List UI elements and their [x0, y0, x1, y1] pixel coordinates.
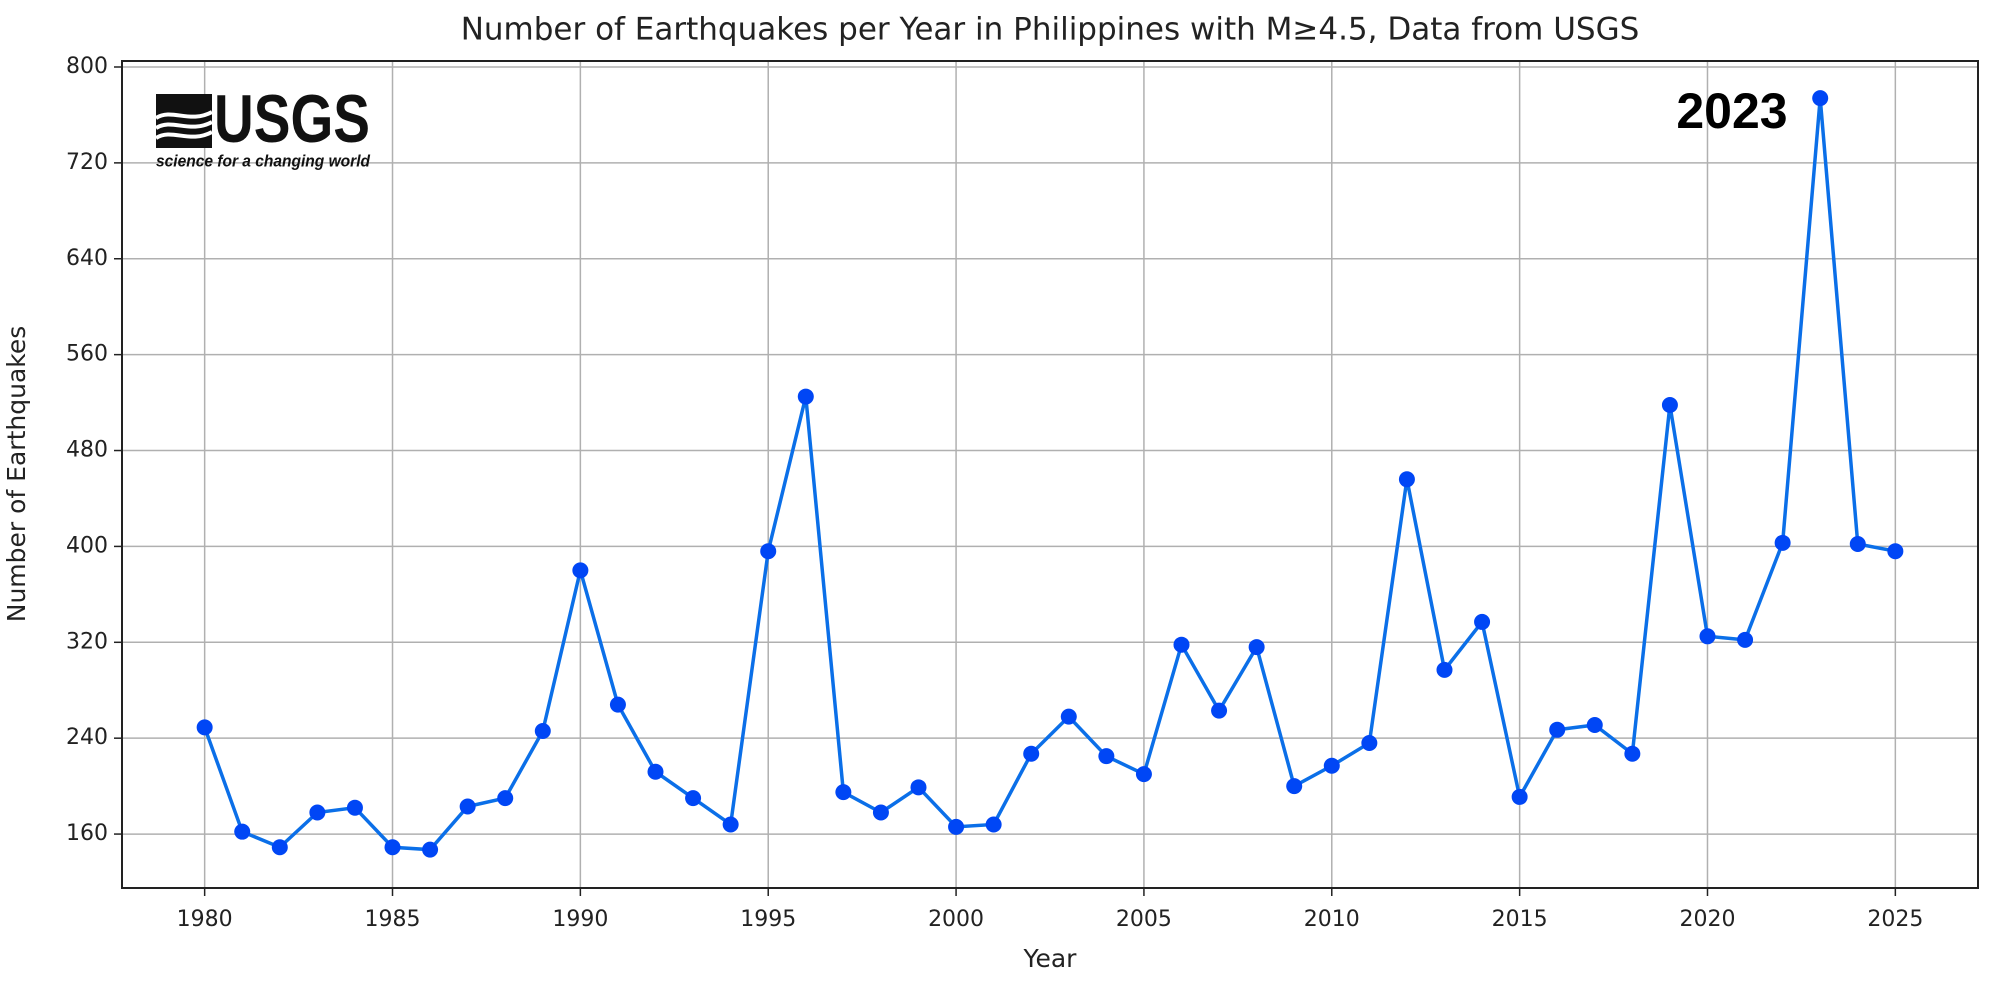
data-point: [459, 798, 476, 815]
data-point: [1699, 628, 1716, 645]
annotation: 2023: [1676, 83, 1787, 139]
x-tick-label: 2000: [928, 907, 984, 932]
x-tick-label: 2010: [1304, 907, 1360, 932]
data-point: [1436, 661, 1453, 678]
logo-waves: [154, 110, 213, 140]
logo: USGS science for a changing world: [154, 81, 371, 170]
data-point: [1211, 702, 1228, 719]
data-point: [910, 779, 927, 796]
data-point: [1361, 734, 1378, 751]
data-point: [1511, 788, 1528, 805]
data-point: [1098, 748, 1115, 765]
data-point: [872, 804, 889, 821]
data-point: [1173, 636, 1190, 653]
data-point: [271, 839, 288, 856]
y-tick-label: 400: [66, 533, 108, 558]
x-tick-label: 2015: [1492, 907, 1548, 932]
data-point: [1248, 639, 1265, 656]
data-point: [609, 696, 626, 713]
x-tick-label: 1990: [552, 907, 608, 932]
data-point: [722, 816, 739, 833]
chart-title: Number of Earthquakes per Year in Philip…: [461, 12, 1640, 48]
data-point: [497, 790, 514, 807]
logo-text: USGS: [214, 81, 370, 157]
y-tick-label: 560: [66, 342, 108, 367]
x-tick-label: 1980: [177, 907, 233, 932]
data-point: [384, 839, 401, 856]
data-point: [985, 816, 1002, 833]
y-tick-label: 480: [66, 438, 108, 463]
data-point: [1549, 721, 1566, 738]
data-point: [422, 841, 439, 858]
logo-tagline: science for a changing world: [156, 151, 371, 170]
y-tick-label: 800: [66, 54, 108, 79]
x-tick-label: 2020: [1679, 907, 1735, 932]
data-point: [1398, 471, 1415, 488]
data-point: [534, 722, 551, 739]
data-point: [1323, 757, 1340, 774]
y-tick-label: 640: [66, 246, 108, 271]
y-axis-label: Number of Earthquakes: [2, 326, 31, 622]
x-tick-label: 1995: [740, 907, 796, 932]
plot-frame: [121, 60, 1979, 889]
data-point: [234, 823, 251, 840]
data-point: [1586, 716, 1603, 733]
data-point: [1135, 766, 1152, 783]
data-point: [309, 804, 326, 821]
data-point: [1737, 631, 1754, 648]
plot-area: 160 240 320 400 480 560 640 720 800 1980 1985 1990 1…: [66, 54, 1978, 932]
data-point: [346, 799, 363, 816]
data-point: [760, 543, 777, 560]
data-point: [797, 388, 814, 405]
series-line: [203, 98, 1896, 852]
data-point: [1849, 536, 1866, 553]
data-point: [1774, 534, 1791, 551]
y-tick-label: 160: [66, 821, 108, 846]
data-point: [1812, 90, 1829, 107]
y-tick-label: 240: [66, 725, 108, 750]
data-point: [1624, 745, 1641, 762]
data-point: [1887, 543, 1904, 560]
data-point: [647, 763, 664, 780]
data-point: [1286, 778, 1303, 795]
data-point: [835, 784, 852, 801]
data-point: [572, 562, 589, 579]
data-point: [1060, 708, 1077, 725]
data-point: [1023, 745, 1040, 762]
logo-icon: [156, 94, 212, 148]
x-axis-label: Year: [1023, 944, 1078, 973]
x-tick-label: 2005: [1116, 907, 1172, 932]
y-tick-label: 720: [66, 150, 108, 175]
data-point: [948, 818, 965, 835]
data-point: [196, 719, 213, 736]
data-point: [685, 790, 702, 807]
data-point: [1661, 396, 1678, 413]
x-tick-label: 1985: [365, 907, 421, 932]
x-tick-label: 2025: [1867, 907, 1923, 932]
data-point: [1474, 613, 1491, 630]
y-tick-label: 320: [66, 629, 108, 654]
